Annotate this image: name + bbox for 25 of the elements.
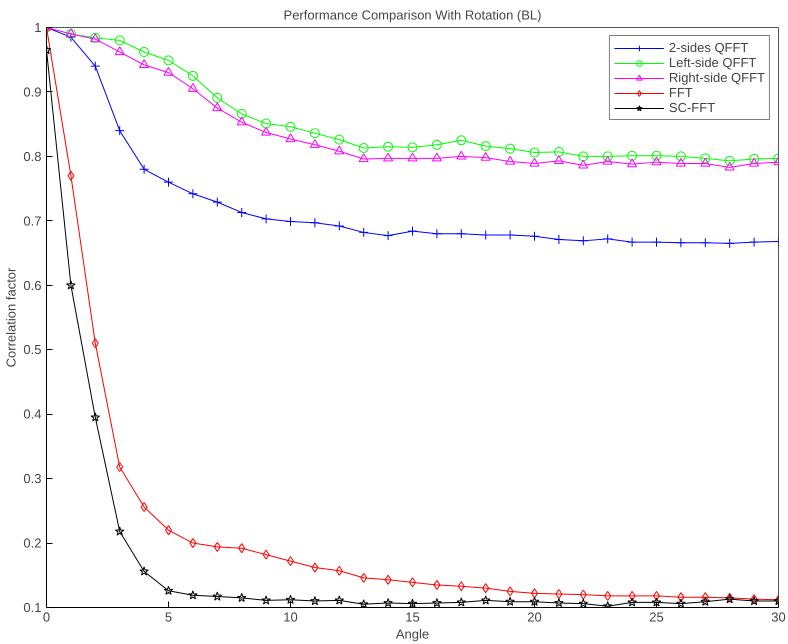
x-tick-label: 0 xyxy=(42,610,50,624)
legend-label: 2-sides QFFT xyxy=(668,40,748,55)
y-tick-label: 0.6 xyxy=(23,278,42,293)
legend-label: Right-side QFFT xyxy=(668,70,765,85)
y-axis-title: Correlation factor xyxy=(3,266,18,368)
y-tick-label: 1 xyxy=(34,20,42,35)
x-tick-label: 25 xyxy=(649,610,664,624)
x-tick-label: 20 xyxy=(527,610,542,624)
y-tick-label: 0.2 xyxy=(23,536,42,551)
y-tick-label: 0.8 xyxy=(23,148,42,164)
y-tick-label: 0.5 xyxy=(23,342,42,358)
legend-label: Left-side QFFT xyxy=(668,55,756,70)
x-tick-label: 10 xyxy=(283,610,298,624)
x-axis-title: Angle xyxy=(396,626,430,642)
x-tick-label: 15 xyxy=(405,610,420,624)
y-tick-label: 0.7 xyxy=(23,213,42,228)
y-tick-label: 0.9 xyxy=(23,84,42,100)
chart-title: Performance Comparison With Rotation (BL) xyxy=(284,8,542,22)
y-tick-label: 0.4 xyxy=(23,406,42,422)
y-tick-label: 0.1 xyxy=(23,600,42,615)
y-tick-label: 0.3 xyxy=(23,471,42,486)
legend-label: FFT xyxy=(668,85,693,100)
x-tick-label: 5 xyxy=(164,610,172,624)
legend-label: SC-FFT xyxy=(668,100,716,115)
x-tick-label: 30 xyxy=(771,610,786,624)
